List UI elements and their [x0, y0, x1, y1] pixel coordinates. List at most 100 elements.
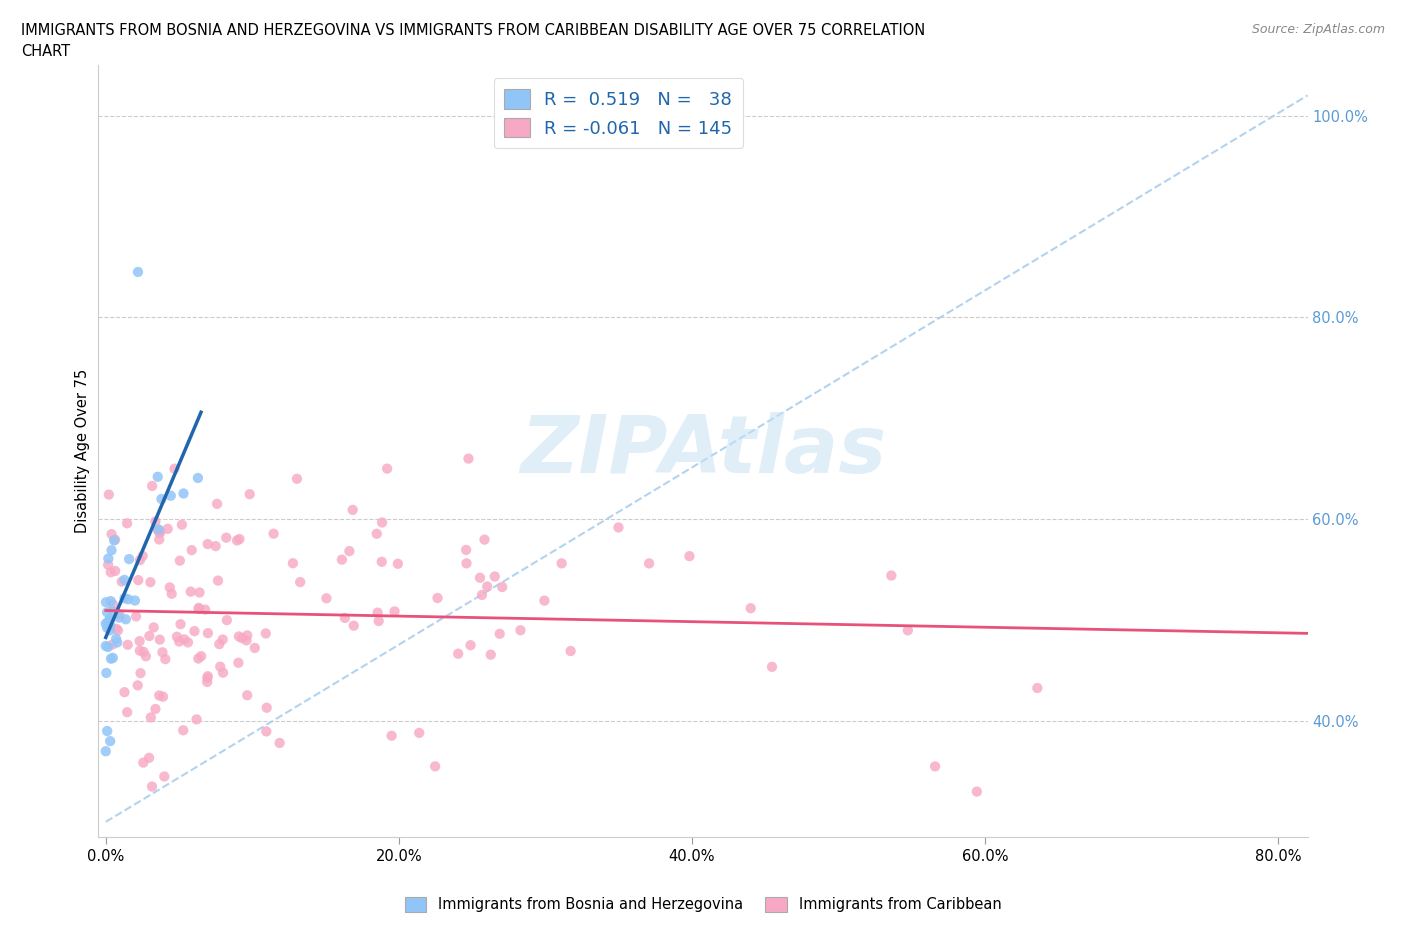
Point	[100, 593, 122, 608]
Point	[141, 779, 163, 794]
Point	[146, 523, 169, 538]
Point	[138, 629, 160, 644]
Point	[678, 549, 700, 564]
Point	[128, 644, 150, 658]
Point	[367, 605, 389, 620]
Text: CHART: CHART	[21, 44, 70, 59]
Point	[243, 641, 266, 656]
Point	[169, 553, 191, 568]
Point	[105, 635, 128, 650]
Point	[187, 602, 209, 617]
Point	[97, 551, 120, 566]
Legend: Immigrants from Bosnia and Herzegovina, Immigrants from Caribbean: Immigrants from Bosnia and Herzegovina, …	[399, 891, 1007, 918]
Point	[509, 623, 531, 638]
Point	[103, 533, 125, 548]
Point	[740, 601, 762, 616]
Point	[148, 688, 170, 703]
Point	[195, 674, 218, 689]
Point	[471, 588, 494, 603]
Point	[187, 471, 209, 485]
Point	[550, 556, 572, 571]
Point	[160, 586, 183, 601]
Point	[209, 659, 232, 674]
Point	[207, 573, 229, 588]
Point	[343, 618, 366, 633]
Point	[479, 647, 502, 662]
Point	[149, 525, 172, 539]
Point	[375, 461, 398, 476]
Point	[141, 479, 163, 494]
Point	[456, 556, 478, 571]
Point	[108, 610, 131, 625]
Point	[101, 650, 124, 665]
Point	[131, 549, 153, 564]
Text: IMMIGRANTS FROM BOSNIA AND HERZEGOVINA VS IMMIGRANTS FROM CARIBBEAN DISABILITY A: IMMIGRANTS FROM BOSNIA AND HERZEGOVINA V…	[21, 23, 925, 38]
Point	[370, 554, 392, 569]
Point	[367, 614, 389, 629]
Point	[333, 610, 356, 625]
Point	[96, 604, 118, 619]
Point	[117, 637, 139, 652]
Point	[96, 620, 118, 635]
Point	[163, 461, 186, 476]
Point	[180, 584, 202, 599]
Point	[139, 710, 162, 724]
Point	[236, 628, 259, 643]
Point	[96, 666, 118, 681]
Point	[100, 543, 122, 558]
Point	[426, 591, 449, 605]
Point	[152, 644, 174, 659]
Point	[231, 631, 253, 645]
Point	[208, 637, 231, 652]
Legend: R =  0.519   N =   38, R = -0.061   N = 145: R = 0.519 N = 38, R = -0.061 N = 145	[494, 78, 744, 149]
Point	[254, 724, 277, 738]
Point	[1026, 681, 1049, 696]
Point	[118, 551, 141, 566]
Point	[474, 532, 496, 547]
Point	[205, 497, 228, 512]
Point	[101, 604, 124, 618]
Text: Source: ZipAtlas.com: Source: ZipAtlas.com	[1251, 23, 1385, 36]
Point	[173, 631, 195, 646]
Point	[186, 712, 208, 727]
Point	[125, 609, 148, 624]
Point	[129, 666, 152, 681]
Point	[607, 520, 630, 535]
Point	[111, 574, 134, 589]
Point	[215, 530, 238, 545]
Point	[127, 573, 149, 588]
Point	[761, 659, 783, 674]
Point	[491, 579, 513, 594]
Point	[148, 522, 170, 537]
Point	[139, 575, 162, 590]
Point	[117, 591, 139, 606]
Point	[423, 759, 446, 774]
Point	[211, 632, 233, 647]
Point	[897, 623, 920, 638]
Point	[488, 627, 510, 642]
Point	[129, 552, 152, 567]
Point	[98, 612, 121, 627]
Point	[149, 525, 172, 540]
Point	[98, 613, 121, 628]
Point	[197, 669, 219, 684]
Point	[371, 515, 394, 530]
Point	[195, 671, 218, 685]
Point	[156, 522, 179, 537]
Point	[97, 487, 120, 502]
Point	[190, 649, 212, 664]
Point	[408, 725, 430, 740]
Point	[94, 744, 117, 759]
Point	[381, 728, 404, 743]
Point	[447, 646, 470, 661]
Point	[166, 630, 188, 644]
Point	[114, 612, 136, 627]
Point	[236, 688, 259, 703]
Point	[183, 624, 205, 639]
Point	[101, 637, 124, 652]
Point	[100, 526, 122, 541]
Point	[114, 591, 136, 605]
Point	[256, 700, 278, 715]
Point	[94, 639, 117, 654]
Point	[468, 570, 491, 585]
